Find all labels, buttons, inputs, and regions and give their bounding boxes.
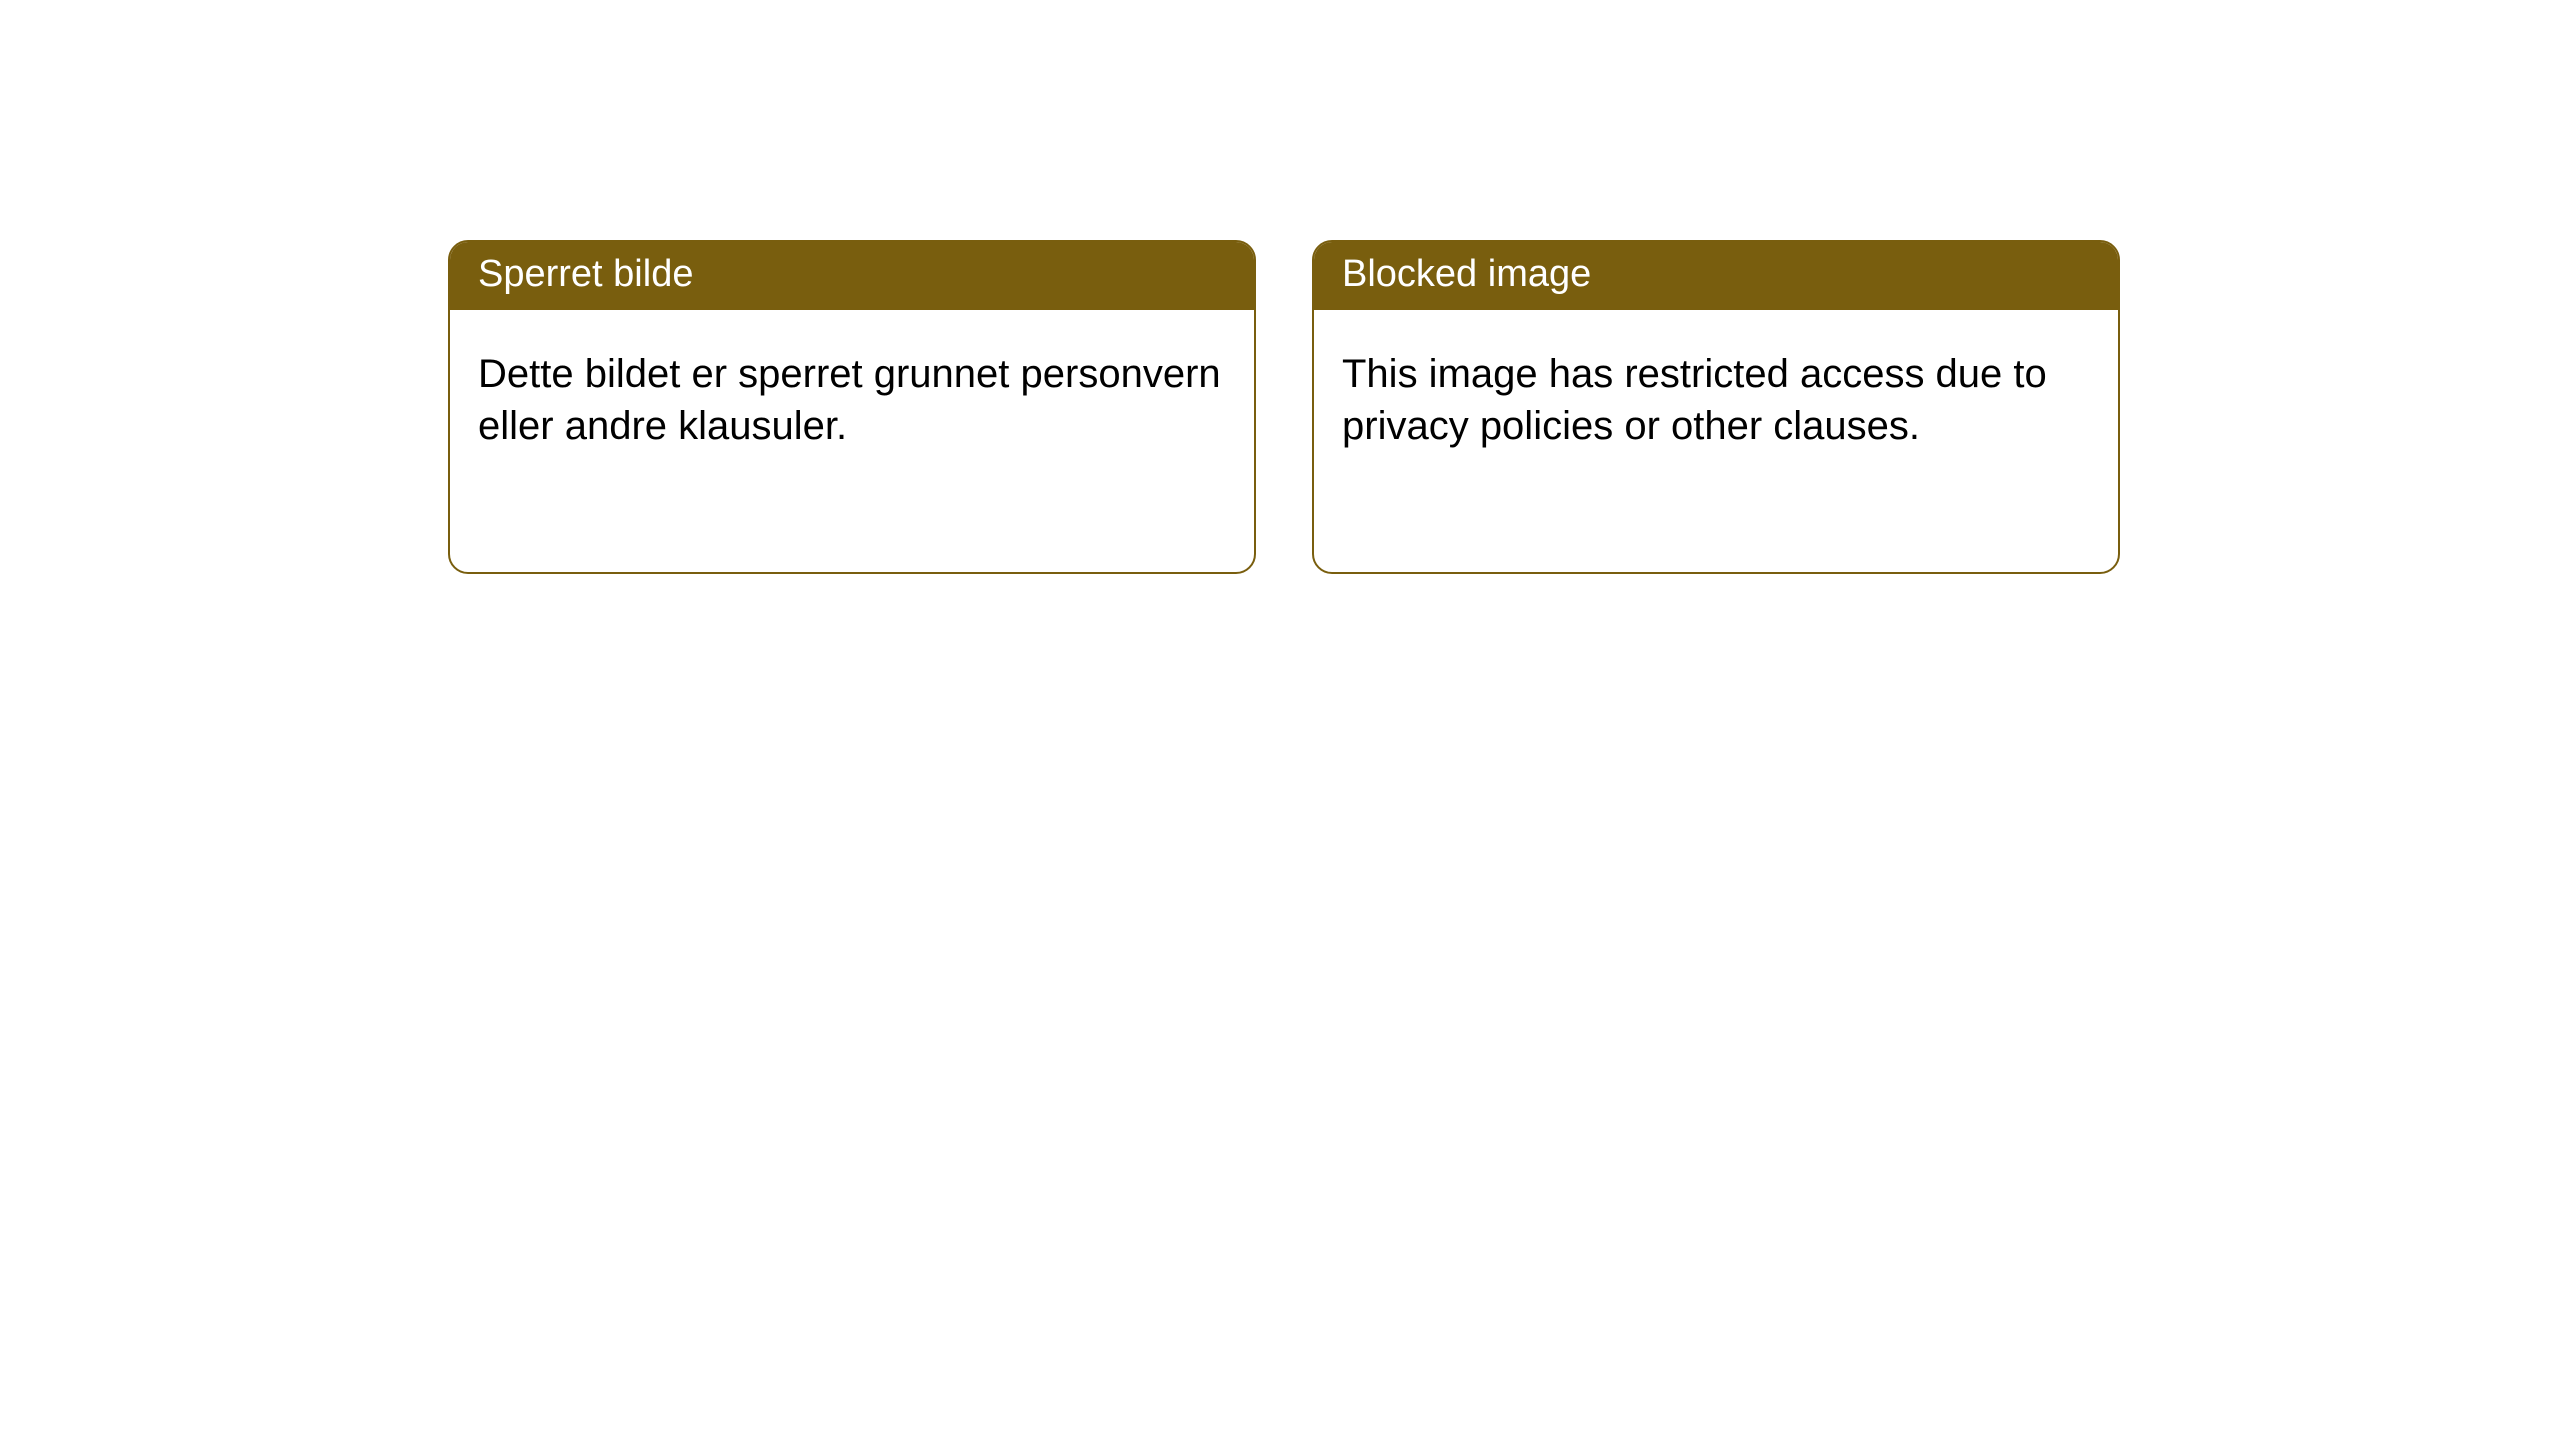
notice-card-norwegian: Sperret bilde Dette bildet er sperret gr… [448,240,1256,574]
notice-container: Sperret bilde Dette bildet er sperret gr… [0,0,2560,574]
notice-body: Dette bildet er sperret grunnet personve… [450,310,1254,480]
notice-header: Blocked image [1314,242,2118,310]
notice-card-english: Blocked image This image has restricted … [1312,240,2120,574]
notice-body: This image has restricted access due to … [1314,310,2118,480]
notice-header: Sperret bilde [450,242,1254,310]
